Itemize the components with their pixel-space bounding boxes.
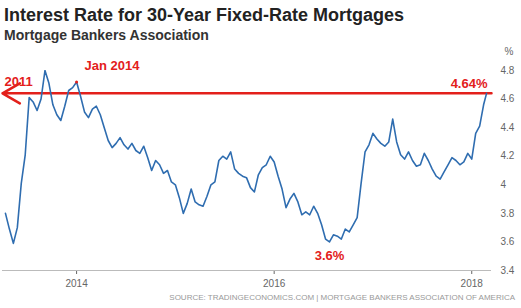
svg-text:4.6: 4.6 — [501, 93, 515, 104]
svg-text:2011: 2011 — [5, 74, 33, 89]
svg-text:4.8: 4.8 — [501, 65, 515, 76]
html-text:Mortgage Bankers Association: Mortgage Bankers Association — [4, 27, 209, 43]
svg-text:%: % — [505, 46, 514, 57]
html-text:SOURCE: TRADINGECONOMICS.COM |: SOURCE: TRADINGECONOMICS.COM | MORTGAGE … — [169, 293, 515, 302]
svg-text:3.8: 3.8 — [501, 208, 515, 219]
svg-text:3.4: 3.4 — [501, 265, 515, 276]
svg-text:2016: 2016 — [263, 278, 286, 289]
svg-text:3.6%: 3.6% — [315, 248, 345, 263]
html-text:Interest Rate for 30-Year Fixe: Interest Rate for 30-Year Fixed-Rate Mor… — [4, 5, 405, 25]
svg-text:4.2: 4.2 — [501, 150, 515, 161]
svg-text:Jan 2014: Jan 2014 — [85, 58, 141, 73]
svg-text:2014: 2014 — [65, 278, 88, 289]
svg-text:4: 4 — [501, 179, 507, 190]
svg-text:4.64%: 4.64% — [451, 76, 488, 91]
svg-text:3.6: 3.6 — [501, 236, 515, 247]
svg-text:2018: 2018 — [461, 278, 484, 289]
svg-text:4.4: 4.4 — [501, 122, 515, 133]
